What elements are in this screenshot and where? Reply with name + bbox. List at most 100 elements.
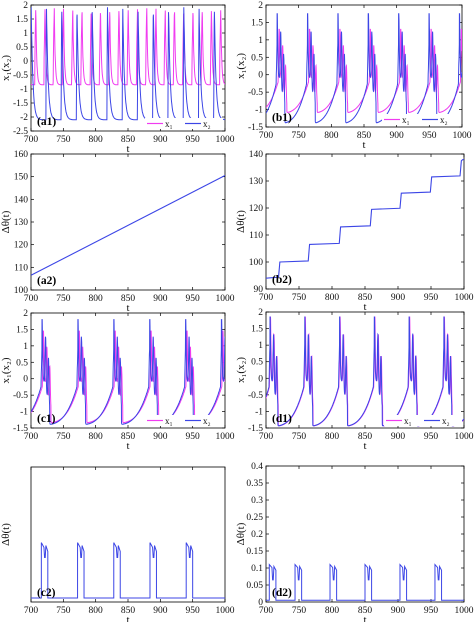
x-tick-label: 750 [292, 293, 307, 303]
x-tick-label: 800 [89, 432, 104, 442]
x-tick-label: 950 [186, 294, 201, 304]
x-tick-label: 950 [186, 432, 201, 442]
x-axis-label: t [126, 143, 129, 155]
plot-frame-c2 [30, 466, 226, 603]
y-tick-label: 110 [14, 263, 28, 273]
legend-entry: x₁ [165, 416, 173, 426]
series-line-1 [31, 330, 225, 424]
y-axis-label: x₁(x₂) [0, 55, 12, 81]
y-tick-label: 120 [249, 204, 264, 214]
legend-c1: x₁ x₂ [145, 415, 223, 426]
y-tick-label: 2 [258, 1, 263, 11]
legend-entry: x₁ [165, 119, 173, 129]
panel-label-d2: (d2) [272, 587, 292, 599]
y-tick-label: 0.25 [246, 513, 263, 523]
x-axis-label: t [363, 301, 366, 313]
x-tick-label: 700 [24, 606, 39, 616]
y-tick-label: -1.5 [13, 424, 28, 434]
panel-a1: 700 750 800 850 900 950 1000 -2.5 -2 -1.5 -1 -0.5 0 0… [0, 1, 235, 155]
y-tick-label: -1 [255, 407, 263, 417]
y-tick-label: 140 [249, 150, 264, 160]
x-tick-label: 850 [358, 293, 373, 303]
y-tick-label: 0.2 [251, 530, 263, 540]
y-tick-label: -1 [20, 408, 28, 418]
y-tick-label: 0 [23, 375, 28, 385]
x-tick-label: 1000 [216, 606, 235, 616]
y-axis-label: Δθ(t) [235, 522, 247, 545]
x-tick-label: 900 [390, 131, 405, 141]
x-tick-label: 750 [56, 135, 71, 145]
x-tick-label: 900 [391, 606, 406, 616]
y-axis-label: Δθ(t) [0, 523, 12, 546]
x-tick-label: 1000 [216, 294, 235, 304]
x-tick-label: 800 [324, 131, 339, 141]
x-tick-label: 800 [89, 606, 104, 616]
x-tick-label: 850 [358, 432, 373, 442]
y-tick-label: 160 [14, 150, 29, 160]
x-axis-label: t [126, 440, 129, 452]
x-tick-label: 1000 [216, 432, 235, 442]
x-tick-label: 800 [325, 293, 340, 303]
series-group-c2 [31, 542, 225, 599]
x-axis-label: t [126, 614, 129, 622]
y-tick-label: -0.5 [13, 71, 28, 81]
x-tick-label: 900 [153, 432, 168, 442]
x-tick-label: 1000 [455, 293, 474, 303]
panel-label-c1: (c1) [37, 413, 56, 425]
x-tick-label: 750 [56, 294, 71, 304]
legend-entry: x₁ [404, 416, 412, 426]
x-tick-label: 950 [424, 606, 439, 616]
legend-box [145, 415, 223, 426]
y-tick-label: 150 [14, 173, 29, 183]
y-tick-label: 110 [249, 231, 263, 241]
x-tick-label: 950 [422, 131, 437, 141]
series-line-1 [31, 8, 225, 86]
panel-c2: 700 750 800 850 900 950 1000 t Δθ(t) (c2) [0, 466, 235, 622]
x-tick-label: 950 [186, 135, 201, 145]
x-tick-label: 850 [121, 606, 136, 616]
y-tick-label: -1.5 [13, 99, 28, 109]
legend-entry: x₂ [203, 416, 211, 426]
x-tick-label: 900 [153, 606, 168, 616]
y-tick-label: 0.5 [16, 43, 28, 53]
plot-frame-a2 [30, 153, 226, 291]
y-tick-label: 0 [23, 57, 28, 67]
y-tick-label: 0.35 [246, 479, 263, 489]
x-tick-label: 700 [259, 432, 274, 442]
panel-d1: 700 750 800 850 900 950 1000 -1.5 -1 -0.5 0 0.5 1 1.5… [235, 308, 474, 452]
x-tick-label: 750 [292, 131, 307, 141]
series-group-d2 [266, 563, 464, 601]
y-tick-label: -0.5 [248, 88, 263, 98]
legend-entry: x₂ [442, 416, 450, 426]
panel-b2: 700 750 800 850 900 950 1000 90 100 110 120 130 140 t… [235, 150, 474, 313]
panel-label-b1: (b1) [272, 112, 292, 124]
y-tick-label: 2 [258, 308, 263, 318]
x-tick-label: 700 [24, 135, 39, 145]
y-tick-label: 0.05 [246, 581, 263, 591]
y-tick-label: -2.5 [13, 127, 28, 137]
phase-difference-steps [266, 158, 464, 279]
y-tick-label: -0.5 [248, 391, 263, 401]
legend-b1: x₁ x₂ [382, 114, 460, 125]
panel-label-c2: (c2) [37, 587, 56, 599]
y-axis-label: Δθ(t) [0, 210, 12, 233]
y-tick-label: 120 [14, 241, 29, 251]
y-tick-label: 2 [23, 309, 28, 319]
y-tick-label: 0.1 [251, 564, 263, 574]
panel-label-b2: (b2) [272, 274, 292, 286]
x-tick-label: 750 [292, 606, 307, 616]
plot-frame-c1 [30, 312, 226, 429]
x-tick-label: 800 [89, 135, 104, 145]
series-group-b1 [266, 13, 462, 124]
y-tick-label: 0 [258, 374, 263, 384]
legend-box [382, 114, 460, 125]
x-tick-label: 1000 [455, 606, 474, 616]
x-axis-label: t [126, 302, 129, 314]
x-tick-label: 1000 [453, 131, 472, 141]
y-tick-label: -1 [255, 106, 263, 116]
panel-c1: 700 750 800 850 900 950 1000 -1.5 -1 -0.5 0 0.5 1 1.5… [0, 309, 235, 452]
x-tick-label: 700 [259, 606, 274, 616]
y-tick-label: 0.5 [251, 53, 263, 63]
x-tick-label: 750 [56, 432, 71, 442]
x-tick-label: 700 [259, 131, 274, 141]
